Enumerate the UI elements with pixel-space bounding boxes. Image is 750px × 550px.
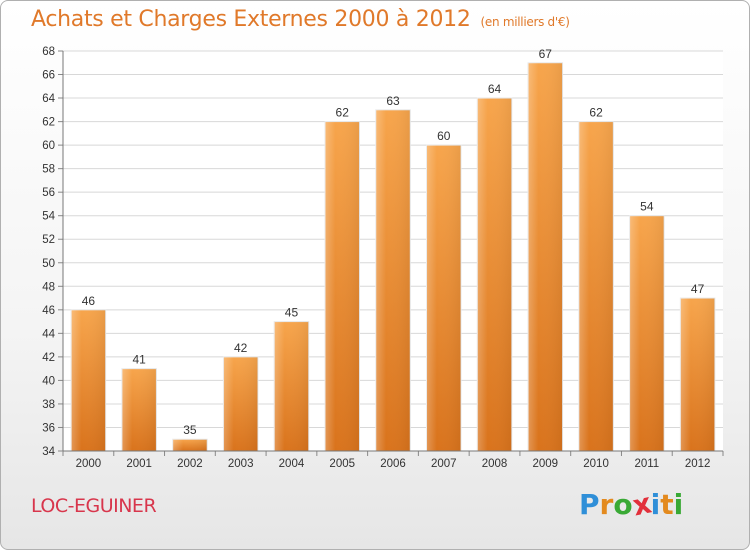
bar-shine (426, 145, 462, 451)
x-tick-label: 2001 (126, 458, 152, 470)
bar-shine (375, 109, 411, 451)
bar-shine (578, 121, 614, 452)
logo-letter: o (613, 488, 633, 521)
data-label-2001: 41 (132, 353, 146, 367)
y-tick-label: 64 (42, 93, 55, 105)
y-tick-label: 36 (42, 422, 55, 434)
bar-shine (680, 298, 715, 451)
y-tick-label: 50 (42, 258, 55, 270)
x-tick-label: 2003 (228, 458, 254, 470)
data-labels: 46 41 35 42 45 62 63 60 64 67 62 54 47 (82, 47, 705, 437)
data-label-2002: 35 (183, 423, 197, 437)
data-label-2008: 64 (488, 82, 502, 96)
logo-letter: i (673, 488, 684, 521)
bar-shine (71, 309, 106, 451)
x-tick-label: 2002 (177, 458, 203, 470)
data-label-2003: 42 (234, 341, 248, 355)
y-tick-label: 48 (42, 281, 55, 293)
y-tick-label: 68 (42, 46, 55, 58)
y-tick-label: 56 (42, 187, 55, 199)
bar-shine (528, 62, 563, 451)
data-label-2004: 45 (285, 306, 299, 320)
y-tick-label: 34 (42, 446, 55, 458)
x-tick-label: 2004 (279, 458, 305, 470)
x-tick-label: 2000 (76, 458, 102, 470)
x-tick-label: 2006 (380, 458, 406, 470)
x-tick-label: 2011 (634, 458, 659, 470)
bar-shine (324, 121, 360, 452)
proxiti-logo: Proxiti (579, 486, 684, 522)
y-tick-label: 40 (42, 375, 55, 387)
data-label-2011: 54 (640, 200, 654, 214)
x-tick-label: 2010 (583, 458, 609, 470)
y-tick-label: 38 (42, 399, 55, 411)
y-tick-label: 60 (42, 140, 55, 152)
y-tick-label: 42 (42, 352, 55, 364)
y-tick-label: 62 (42, 117, 55, 129)
data-label-2012: 47 (691, 282, 705, 296)
bar-shine (172, 439, 208, 451)
logo-letter: t (660, 488, 674, 521)
bar-shine (477, 98, 512, 451)
data-label-2000: 46 (82, 294, 96, 308)
title-text: Achats et Charges Externes 2000 à 2012 (31, 7, 471, 32)
axes: 34 36 38 40 42 44 46 48 50 52 54 56 58 60 62 64 66 68 2000… (42, 46, 724, 470)
x-tick-label: 2007 (431, 458, 457, 470)
chart-title: Achats et Charges Externes 2000 à 2012 (e… (31, 7, 570, 32)
logo-letter: r (599, 488, 614, 521)
y-tick-label: 44 (42, 328, 55, 340)
data-label-2010: 62 (589, 106, 603, 120)
x-tick-label: 2012 (685, 458, 711, 470)
logo-letter: i (650, 488, 661, 521)
x-tick-label: 2005 (329, 458, 355, 470)
bar-shine (121, 368, 157, 451)
logo-letter: P (579, 488, 600, 521)
x-tick-label: 2008 (482, 458, 508, 470)
y-tick-label: 46 (42, 305, 55, 317)
bar-shine (274, 321, 309, 451)
data-label-2005: 62 (336, 106, 350, 120)
y-tick-label: 58 (42, 164, 55, 176)
x-tick-label: 2009 (533, 458, 559, 470)
data-label-2006: 63 (386, 94, 400, 108)
y-tick-label: 54 (42, 211, 55, 223)
data-label-2009: 67 (539, 47, 553, 61)
bar-shine (223, 356, 258, 451)
title-unit: (en milliers d'€) (480, 15, 570, 29)
commune-name: LOC-EGUINER (31, 495, 157, 517)
data-label-2007: 60 (437, 129, 451, 143)
y-tick-label: 66 (42, 70, 55, 82)
y-tick-label: 52 (42, 234, 55, 246)
bar-shine (629, 215, 665, 451)
bars (70, 62, 716, 452)
